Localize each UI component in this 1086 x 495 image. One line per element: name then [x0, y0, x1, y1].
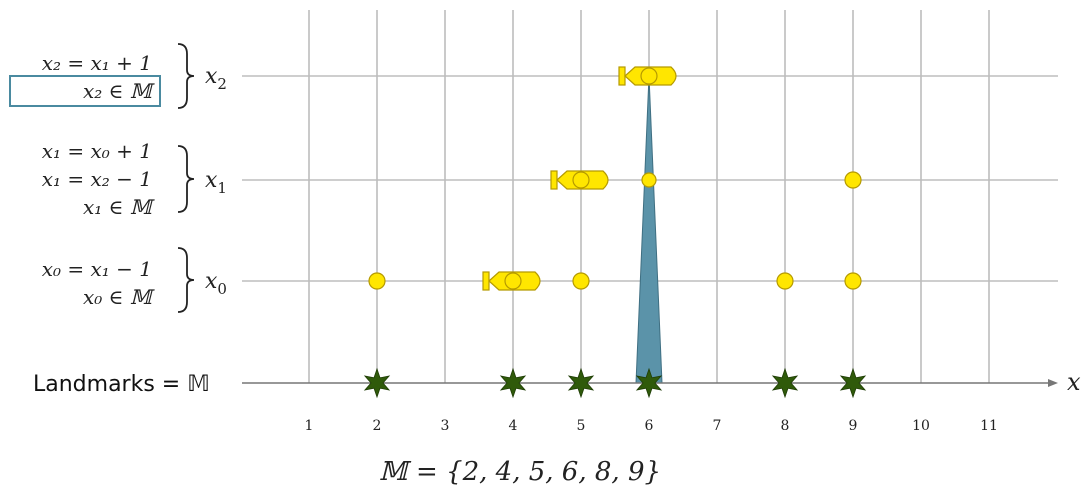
bomb-circle: [640, 67, 658, 85]
bomb-x1: [550, 170, 609, 190]
tick-label-6: 6: [645, 418, 654, 434]
bomb-fin: [618, 66, 626, 86]
bomb-x2: [618, 66, 677, 86]
x-axis-label: x: [1067, 368, 1081, 396]
row-label-x1: x1: [205, 168, 227, 197]
circle-x1-at-6: [641, 172, 657, 188]
row-label-base: x: [205, 269, 218, 294]
tick-label-10: 10: [912, 418, 930, 434]
circle-x0-at-2: [368, 272, 386, 290]
circle-x1-at-9: [844, 171, 862, 189]
circle-x0-at-9: [844, 272, 862, 290]
landmark-star-5: [567, 367, 595, 399]
tick-label-4: 4: [509, 418, 518, 434]
bomb-fin: [550, 170, 558, 190]
row-braces: [177, 43, 195, 313]
bomb-fin: [482, 271, 490, 291]
circle-x0-at-5: [572, 272, 590, 290]
tick-label-3: 3: [441, 418, 450, 434]
tick-label-2: 2: [373, 418, 382, 434]
bomb-circle: [504, 272, 522, 290]
equation-x1-1: x₁ = x₂ − 1: [42, 167, 152, 191]
brace-x1: [177, 145, 195, 213]
equation-x2-1: x₂ ∈ 𝕄: [83, 79, 155, 103]
tick-label-5: 5: [577, 418, 586, 434]
equation-x0-0: x₀ = x₁ − 1: [42, 257, 152, 281]
tick-label-1: 1: [305, 418, 314, 434]
landmark-star-9: [839, 367, 867, 399]
candidate-circles: [368, 67, 862, 290]
x-axis-arrowhead: [1048, 379, 1058, 387]
landmarks-label: Landmarks = 𝕄: [33, 372, 210, 397]
tick-label-9: 9: [849, 418, 858, 434]
circle-x0-at-8: [776, 272, 794, 290]
row-label-base: x: [205, 64, 218, 89]
constraint-equations: x₂ = x₁ + 1 x₂ ∈ 𝕄 x₁ = x₀ + 1 x₁ = x₂ − 1 x…: [42, 51, 155, 309]
equation-x1-2: x₁ ∈ 𝕄: [83, 195, 155, 219]
tick-label-11: 11: [980, 418, 998, 434]
landmark-star-2: [363, 367, 391, 399]
equation-x0-1: x₀ ∈ 𝕄: [83, 285, 155, 309]
set-definition: 𝕄 = {2, 4, 5, 6, 8, 9}: [379, 457, 661, 487]
landmark-star-4: [499, 367, 527, 399]
landmark-star-6: [635, 367, 663, 399]
tick-label-7: 7: [713, 418, 722, 434]
row-label-subscript: 0: [217, 280, 227, 298]
bomb-markers: [482, 66, 677, 291]
row-label-x0: x0: [205, 269, 227, 298]
row-label-subscript: 1: [217, 179, 227, 197]
equation-x1-0: x₁ = x₀ + 1: [42, 139, 152, 163]
x-axis-tick-labels: 1 2 3 4 5 6 7 8 9 10 11: [305, 418, 998, 434]
landmark-stars: [363, 367, 867, 399]
brace-x2: [177, 43, 195, 109]
tick-label-8: 8: [781, 418, 790, 434]
row-label-subscript: 2: [217, 75, 227, 93]
row-label-base: x: [205, 168, 218, 193]
row-label-x2: x2: [205, 64, 227, 93]
bomb-x0: [482, 271, 541, 291]
equation-x2-0: x₂ = x₁ + 1: [42, 51, 152, 75]
probability-spike: [635, 75, 663, 384]
landmark-star-8: [771, 367, 799, 399]
bomb-circle: [572, 171, 590, 189]
highlighted-constraint-box: [9, 75, 161, 107]
brace-x0: [177, 247, 195, 313]
